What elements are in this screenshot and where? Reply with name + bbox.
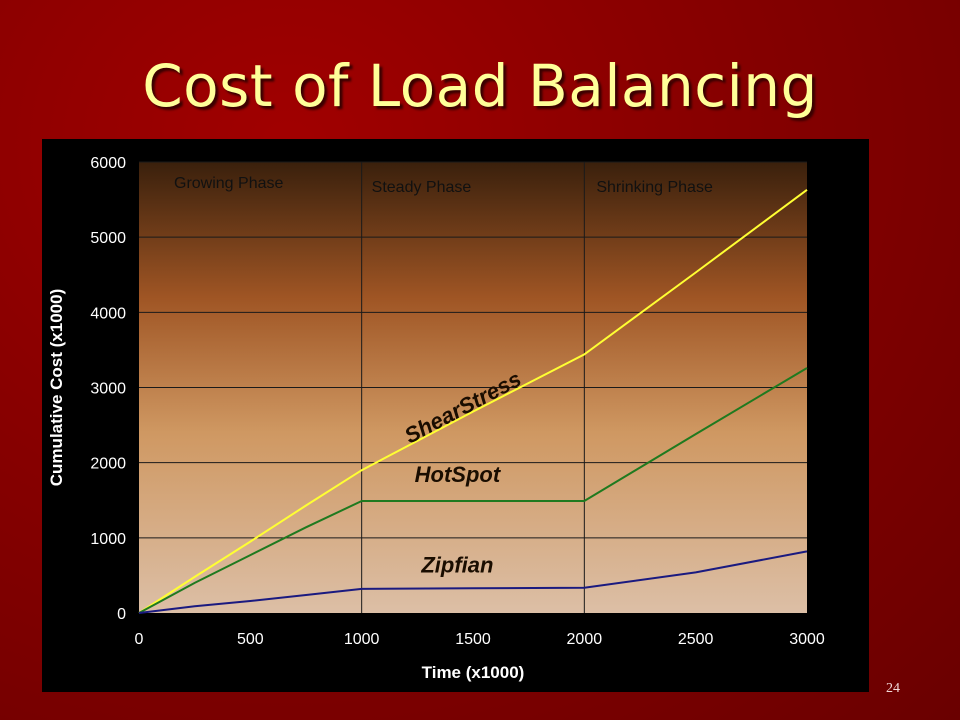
y-axis-title: Cumulative Cost (x1000) xyxy=(47,289,66,486)
y-tick-label-6: 6000 xyxy=(90,155,126,172)
phase-labels: Growing Phase Steady Phase Shrinking Phase xyxy=(174,175,713,196)
y-tick-label-4: 4000 xyxy=(90,305,126,322)
x-tick-label-2: 1000 xyxy=(344,631,380,648)
axis-ticks: 0 500 1000 1500 2000 2500 3000 0 1000 2000 3000 400… xyxy=(90,155,824,648)
y-tick-label-0: 0 xyxy=(117,606,126,623)
y-tick-label-1: 1000 xyxy=(90,531,126,548)
grid-lines xyxy=(139,161,807,613)
annotation-hotspot: HotSpot xyxy=(415,462,502,487)
cost-chart: Growing Phase Steady Phase Shrinking Phase… xyxy=(47,155,825,682)
page-number: 24 xyxy=(886,681,900,696)
y-tick-label-5: 5000 xyxy=(90,230,126,247)
x-tick-label-5: 2500 xyxy=(678,631,714,648)
y-tick-label-3: 3000 xyxy=(90,381,126,398)
x-tick-label-3: 1500 xyxy=(455,631,491,648)
x-tick-label-6: 3000 xyxy=(789,631,825,648)
x-tick-label-0: 0 xyxy=(135,631,144,648)
series-line-shearstress xyxy=(138,188,808,614)
series-lines xyxy=(138,188,808,614)
series-line-zipfian xyxy=(138,550,808,614)
annotation-zipfian: Zipfian xyxy=(420,552,493,577)
chart-panel: Growing Phase Steady Phase Shrinking Phase… xyxy=(42,139,869,692)
x-tick-label-1: 500 xyxy=(237,631,264,648)
x-axis-title: Time (x1000) xyxy=(422,663,525,682)
y-tick-label-2: 2000 xyxy=(90,456,126,473)
phase-label-2: Shrinking Phase xyxy=(596,179,713,196)
phase-label-1: Steady Phase xyxy=(372,179,472,196)
slide-title: Cost of Load Balancing xyxy=(142,52,818,120)
series-line-hotspot xyxy=(138,367,808,614)
x-tick-label-4: 2000 xyxy=(567,631,603,648)
phase-label-0: Growing Phase xyxy=(174,175,283,192)
